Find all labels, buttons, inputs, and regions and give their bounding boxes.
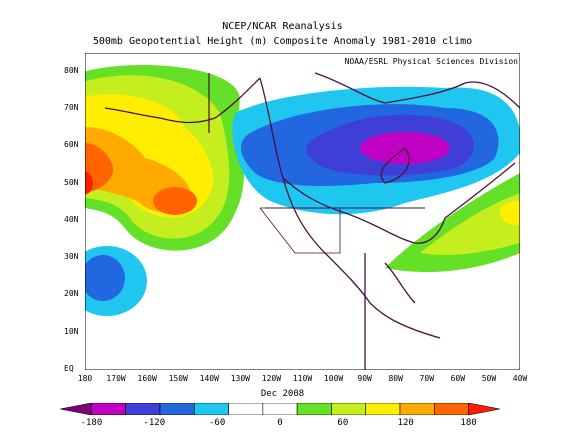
colorbar-tick-label: 0	[277, 418, 283, 428]
lon-tick-label: 120W	[261, 374, 282, 383]
colorbar-box	[296, 403, 332, 415]
lon-tick-label: 160W	[137, 374, 157, 383]
map-subtitle: 500mb Geopotential Height (m) Composite …	[92, 36, 473, 47]
contour-positive-210	[153, 187, 197, 215]
colorbar-box	[365, 403, 401, 415]
lat-tick-label: 80N	[64, 65, 79, 75]
lon-tick-label: 70W	[419, 374, 435, 383]
lon-tick-label: 170W	[106, 374, 126, 383]
lon-tick-label: 130W	[230, 374, 250, 383]
lon-tick-label: 110W	[292, 374, 313, 383]
lat-tick-label: 40N	[64, 214, 79, 224]
colorbar-tick-label: -180	[80, 418, 103, 428]
lon-tick-label: 140W	[199, 374, 219, 383]
colorbar-box	[262, 403, 298, 415]
lat-tick-label: 50N	[64, 177, 79, 187]
period-label: Dec 2008	[260, 389, 305, 399]
colorbar-left-arrow	[60, 403, 92, 415]
lon-tick-label: 60W	[450, 374, 466, 383]
lat-tick-label: EQ	[64, 364, 74, 373]
colorbar-box	[228, 403, 264, 415]
map-panel	[84, 52, 521, 371]
colorbar-tick-label: -120	[143, 418, 166, 428]
lat-tick-label: 30N	[64, 252, 79, 262]
colorbar-box	[125, 403, 161, 415]
colorbar-box	[399, 403, 435, 415]
colorbar-box	[193, 403, 229, 415]
credit-label: NOAA/ESRL Physical Sciences Division	[344, 57, 518, 66]
colorbar-box	[331, 403, 367, 415]
lon-tick-label: 40W	[512, 374, 528, 383]
contour-negative-sub-60	[85, 255, 125, 301]
lon-tick-label: 180	[77, 374, 93, 383]
contour-positive-240	[85, 171, 93, 195]
colorbar-right-arrow	[468, 403, 500, 415]
colorbar-tick-label: 180	[460, 418, 477, 428]
colorbar-tick-label: 120	[397, 418, 414, 428]
contour-positive-atlantic-90	[500, 201, 520, 225]
lon-tick-label: 90W	[357, 374, 372, 383]
coastlines	[104, 72, 521, 339]
colorbar-box	[91, 403, 127, 415]
anomaly-map	[84, 52, 521, 371]
colorbar-tick-label: -60	[209, 418, 226, 428]
lon-tick-label: 80W	[388, 374, 403, 383]
lat-tick-label: 20N	[64, 289, 79, 299]
map-title: NCEP/NCAR Reanalysis	[222, 21, 343, 32]
colorbar-tick-label: 60	[337, 418, 349, 428]
colorbar	[60, 403, 500, 415]
lon-tick-label: 100W	[323, 374, 344, 383]
lon-tick-label: 150W	[168, 374, 188, 383]
lon-tick-label: 50W	[481, 374, 497, 383]
colorbar-box	[433, 403, 469, 415]
contour-positive-atlantic-60	[420, 193, 520, 255]
colorbar-box	[159, 403, 195, 415]
lat-tick-label: 10N	[64, 326, 79, 336]
lat-tick-label: 70N	[64, 102, 79, 112]
lat-tick-label: 60N	[64, 140, 79, 150]
